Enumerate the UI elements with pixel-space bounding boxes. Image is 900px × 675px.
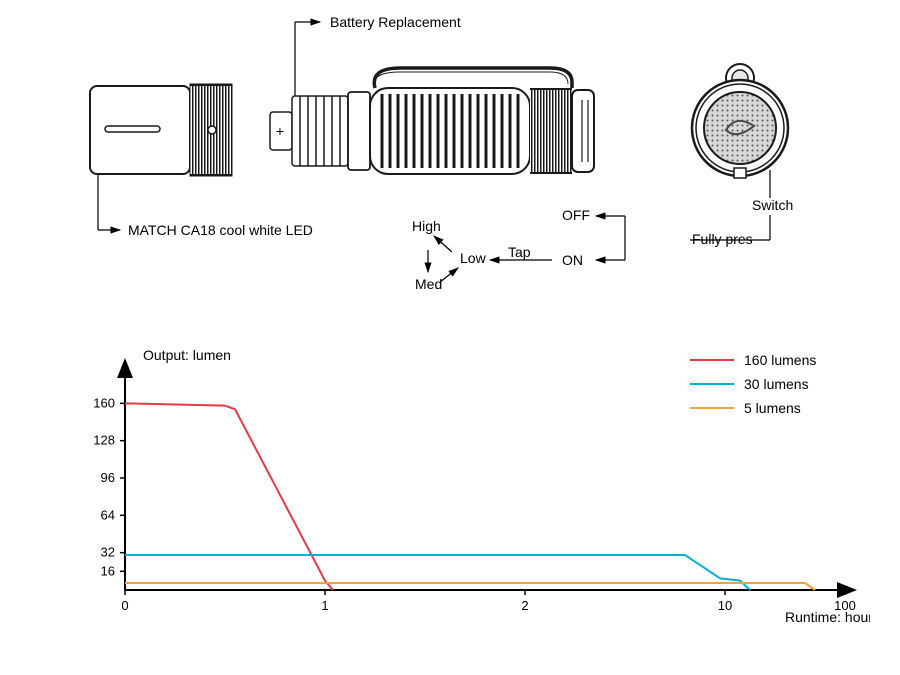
svg-text:Runtime: hour: Runtime: hour	[785, 609, 870, 625]
fully-press-label: Fully pres	[692, 231, 753, 247]
series-30-lumens	[125, 555, 750, 590]
off-label: OFF	[562, 207, 590, 223]
svg-text:1: 1	[321, 598, 328, 613]
switch-label: Switch	[752, 197, 793, 213]
flashlight-head	[90, 84, 232, 176]
mode-flow	[428, 215, 770, 282]
svg-text:100: 100	[834, 598, 856, 613]
runtime-chart: Output: lumen Runtime: hour 16 32 64 96 128 160…	[70, 340, 870, 640]
svg-text:0: 0	[121, 598, 128, 613]
led-label: MATCH CA18 cool white LED	[128, 222, 313, 238]
flashlight-body: +	[270, 68, 594, 174]
tap-label: Tap	[508, 244, 531, 260]
svg-text:Output: lumen: Output: lumen	[143, 347, 231, 363]
svg-text:+: +	[276, 123, 284, 139]
svg-text:64: 64	[101, 507, 115, 522]
high-label: High	[412, 218, 441, 234]
flashlight-rear-view	[692, 64, 788, 178]
low-label: Low	[460, 250, 486, 266]
svg-text:2: 2	[521, 598, 528, 613]
svg-text:128: 128	[93, 433, 115, 448]
series-5-lumens	[125, 583, 815, 590]
battery-label: Battery Replacement	[330, 14, 461, 30]
legend-30-lumens: 30 lumens	[744, 376, 809, 392]
legend-160-lumens: 160 lumens	[744, 352, 816, 368]
svg-text:16: 16	[101, 563, 115, 578]
svg-text:32: 32	[101, 545, 115, 560]
on-label: ON	[562, 252, 583, 268]
svg-text:160: 160	[93, 395, 115, 410]
svg-text:10: 10	[718, 598, 732, 613]
flashlight-diagram: +	[0, 0, 900, 330]
med-label: Med	[415, 276, 442, 292]
series-160-lumens	[125, 403, 333, 590]
callout-led	[98, 170, 120, 230]
legend-5-lumens: 5 lumens	[744, 400, 801, 416]
svg-text:96: 96	[101, 470, 115, 485]
